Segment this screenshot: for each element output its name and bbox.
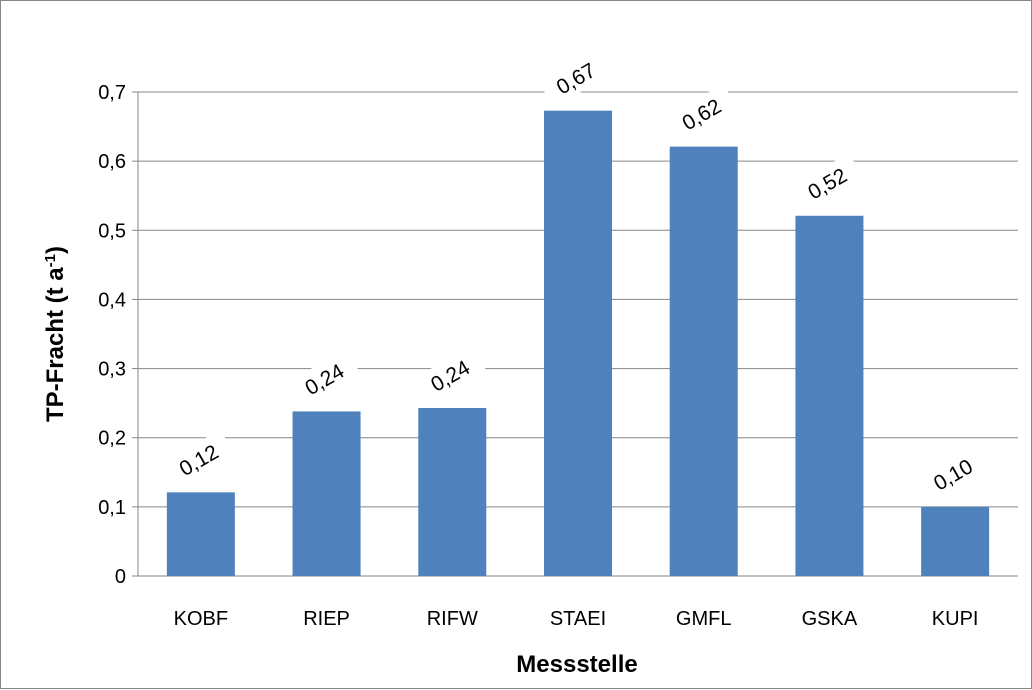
data-label-background bbox=[915, 444, 990, 504]
y-axis-title-close: ) bbox=[42, 246, 69, 254]
data-label-background bbox=[287, 348, 362, 409]
x-category-label: GSKA bbox=[802, 608, 858, 630]
bar-kobf bbox=[166, 492, 235, 576]
bar-staei bbox=[544, 110, 612, 576]
data-label-group: 0,62 bbox=[664, 83, 739, 144]
x-axis-title: Messstelle bbox=[516, 651, 637, 678]
y-axis-title-superscript: -1 bbox=[42, 254, 59, 267]
data-label-group: 0,52 bbox=[789, 152, 864, 213]
data-label-group: 0,10 bbox=[915, 444, 990, 504]
bar-rifw bbox=[418, 407, 487, 576]
x-category-label: KOBF bbox=[174, 608, 228, 630]
data-label-background bbox=[789, 152, 864, 213]
y-tick-label: 0,6 bbox=[98, 151, 126, 173]
x-category-labels: KOBF RIEP RIFW STAEI GMFL GSKA KUPI bbox=[174, 608, 979, 630]
y-tick-label: 0,1 bbox=[98, 497, 126, 519]
y-tick-label: 0,5 bbox=[98, 220, 126, 242]
data-label-background bbox=[538, 47, 613, 108]
bar-kupi bbox=[921, 506, 990, 576]
bar-gmfl bbox=[669, 146, 738, 576]
y-axis-title-main: TP-Fracht (t a bbox=[42, 267, 69, 422]
y-tick-label: 0,2 bbox=[98, 428, 126, 450]
x-category-label: RIEP bbox=[303, 608, 350, 630]
y-tick-labels: 0 0,1 0,2 0,3 0,4 0,5 0,6 0,7 bbox=[98, 82, 126, 588]
data-label-group: 0,24 bbox=[412, 345, 487, 406]
bars bbox=[166, 110, 990, 576]
y-tick-label: 0,7 bbox=[98, 82, 126, 104]
y-axis-title: TP-Fracht (t a-1) bbox=[42, 246, 69, 422]
data-label-group: 0,67 bbox=[538, 47, 613, 108]
y-tick-label: 0,4 bbox=[98, 289, 126, 311]
bar-gska bbox=[795, 215, 864, 576]
x-category-label: STAEI bbox=[550, 608, 606, 630]
data-label-group: 0,12 bbox=[161, 429, 236, 490]
x-category-label: KUPI bbox=[932, 608, 979, 630]
data-label-background bbox=[664, 83, 739, 144]
data-label-background bbox=[412, 345, 487, 406]
bar-riep bbox=[292, 411, 361, 576]
x-category-label: RIFW bbox=[427, 608, 478, 630]
y-tick-label: 0,3 bbox=[98, 359, 126, 381]
data-label-group: 0,24 bbox=[287, 348, 362, 409]
x-category-label: GMFL bbox=[676, 608, 732, 630]
y-tick-label: 0 bbox=[115, 566, 126, 588]
data-label-background bbox=[161, 429, 236, 490]
